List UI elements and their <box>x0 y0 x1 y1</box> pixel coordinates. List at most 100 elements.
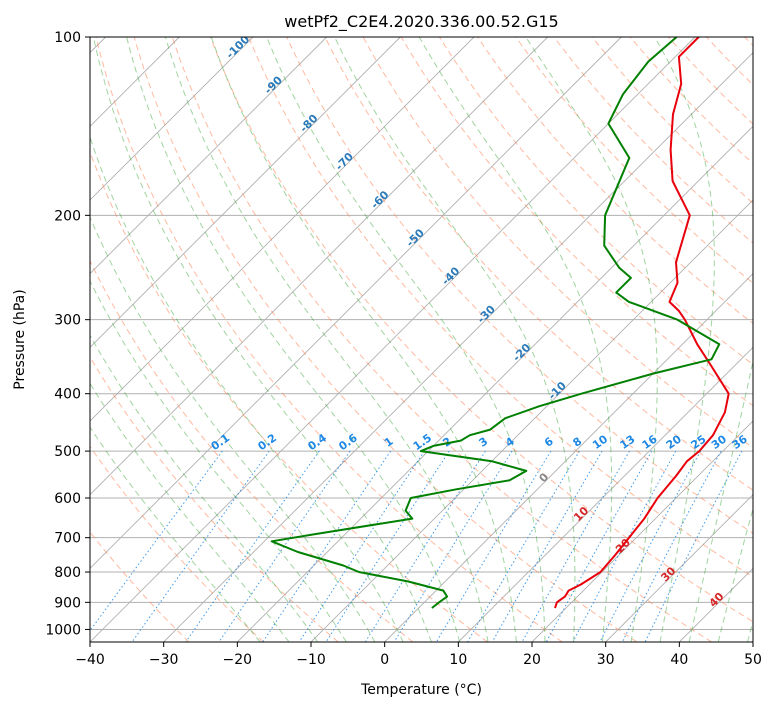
isotherm-line <box>384 273 753 642</box>
moist-adiabat-line <box>90 334 319 642</box>
x-tick-label: 50 <box>744 652 762 668</box>
isotherm-line <box>90 37 475 422</box>
moist-adiabat-line <box>90 426 261 642</box>
dry-adiabat-line <box>591 37 753 204</box>
isotherm-line <box>605 494 753 642</box>
dry-adiabat-line <box>515 37 753 284</box>
mixing-ratio-line <box>298 450 425 642</box>
moist-adiabat-label: -40 <box>439 264 462 287</box>
y-tick-label: 800 <box>54 565 81 581</box>
curve-labels: 0.1 0.2 0.4 0.6 1 1.5 2 3 4 6 8 10 13 16 20 25 30 36-100-… <box>209 37 750 610</box>
dry-adiabat-line <box>744 37 753 47</box>
dewpoint-profile-line <box>270 37 721 609</box>
dry-adiabat-line <box>90 356 339 642</box>
isotherm-line <box>90 37 401 348</box>
x-tick-label: 40 <box>670 652 688 668</box>
mixing-ratio-label: 3 <box>477 435 491 450</box>
x-axis-title: Temperature (°C) <box>360 682 482 698</box>
moist-adiabat-label: -90 <box>262 73 285 96</box>
dry-adiabat-line <box>668 37 753 125</box>
mixing-ratio-label: 10 <box>590 432 610 452</box>
dry-adiabat-line <box>210 37 753 623</box>
mixing-ratio-line <box>621 450 722 642</box>
isotherm-line <box>752 641 753 642</box>
dry-adiabat-line <box>171 37 712 642</box>
dry-adiabat-label: 10 <box>571 504 591 524</box>
isotherm-line <box>310 199 753 642</box>
x-tick-label: 0 <box>380 652 389 668</box>
x-tick-label: 10 <box>449 652 467 668</box>
y-tick-label: 400 <box>54 387 81 403</box>
dry-adiabat-line <box>324 37 753 491</box>
moist-adiabat-label: -30 <box>475 303 498 326</box>
dry-adiabat-line <box>362 37 753 449</box>
moist-adiabat-line <box>90 135 404 642</box>
y-tick-label: 200 <box>54 208 81 224</box>
temperature-profile-line <box>554 37 730 609</box>
y-tick-label: 900 <box>54 595 81 611</box>
moist-adiabat-label: -80 <box>297 112 320 135</box>
mixing-ratio-line <box>185 450 320 642</box>
y-tick-label: 600 <box>54 491 81 507</box>
dry-adiabat-line <box>90 150 488 642</box>
mixing-ratio-label: 25 <box>689 432 709 451</box>
mixing-ratio-line <box>435 450 552 642</box>
isotherm-line <box>237 125 753 642</box>
moist-adiabat-line <box>717 506 753 642</box>
moist-adiabat-line <box>418 37 613 642</box>
dry-adiabat-line <box>400 37 753 407</box>
moist-adiabat-line <box>92 37 432 642</box>
plot-frame <box>89 36 754 643</box>
mixing-ratio-label: 0.4 <box>306 431 330 453</box>
moist-adiabat-line <box>688 358 753 642</box>
dry-adiabat-line <box>95 37 563 642</box>
mixing-ratio-line <box>131 450 270 642</box>
isotherm-line <box>679 567 753 642</box>
moist-adiabat-line <box>334 37 576 642</box>
mixing-ratio-line <box>90 450 223 632</box>
moist-adiabat-label: -50 <box>404 226 427 249</box>
dry-adiabat-line <box>248 37 753 578</box>
mixing-ratio-label: 1 <box>382 435 396 450</box>
mixing-ratio-line <box>521 450 630 642</box>
mixing-ratio-line <box>393 450 513 642</box>
mixing-ratio-line <box>545 450 653 642</box>
x-tick-label: −30 <box>149 652 179 668</box>
axes: −40 −30 −20 −10 0 10 20 30 40 5010020030040050060… <box>45 30 762 668</box>
dry-adiabat-label: 40 <box>707 590 727 610</box>
dry-adiabat-line <box>90 531 190 642</box>
isotherm-line <box>90 37 327 275</box>
profile-lines <box>270 37 730 609</box>
moist-adiabat-line <box>525 37 658 642</box>
mixing-ratio-label: 36 <box>730 432 750 452</box>
dry-adiabat-line <box>133 37 638 642</box>
moist-adiabat-line <box>90 215 376 642</box>
isotherm-line <box>90 37 622 569</box>
x-tick-label: −20 <box>223 652 253 668</box>
mixing-ratio-label: 13 <box>617 433 637 452</box>
isotherm-line <box>458 346 753 642</box>
moist-adiabat-line <box>266 37 546 642</box>
moist-adiabat-label: -70 <box>333 150 356 173</box>
mixing-ratio-label: 0.6 <box>336 431 360 453</box>
y-tick-label: 700 <box>54 531 81 547</box>
mixing-ratio-label: 6 <box>542 435 556 450</box>
dry-adiabat-line <box>629 37 753 165</box>
x-tick-label: −40 <box>75 652 105 668</box>
y-tick-label: 1000 <box>45 622 81 638</box>
moist-adiabat-label: -60 <box>368 188 391 211</box>
dry-adiabat-line <box>90 259 414 642</box>
mixing-ratio-line <box>218 450 351 642</box>
moist-adiabat-line <box>210 37 517 642</box>
mixing-ratio-label: 0.1 <box>209 431 232 453</box>
moist-adiabat-line <box>126 37 461 642</box>
moist-adiabat-line <box>164 37 489 642</box>
dry-adiabat-line <box>477 37 753 325</box>
isotherm-line <box>90 37 548 496</box>
chart-title: wetPf2_C2E4.2020.336.00.52.G15 <box>284 12 558 32</box>
mixing-ratio-line <box>572 450 677 642</box>
x-tick-label: 30 <box>597 652 615 668</box>
dry-adiabat-line <box>90 445 264 642</box>
mixing-ratio-line <box>599 450 701 642</box>
